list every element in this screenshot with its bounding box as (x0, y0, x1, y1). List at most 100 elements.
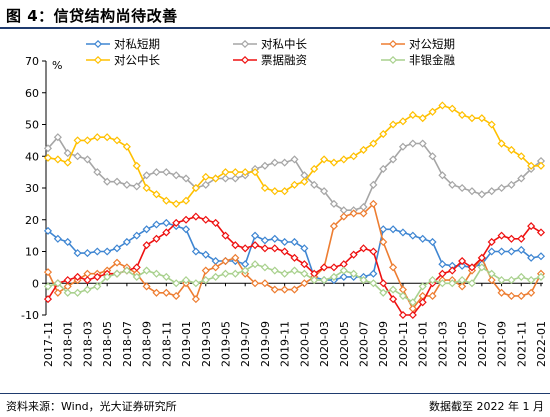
data-point (73, 272, 82, 281)
data-point (507, 145, 516, 154)
data-point (527, 161, 536, 170)
data-point (349, 152, 358, 161)
data-point (418, 298, 427, 307)
y-axis-unit: % (52, 59, 62, 72)
data-point (497, 139, 506, 148)
data-point (349, 209, 358, 218)
data-point (181, 196, 191, 205)
data-point (418, 139, 427, 148)
x-tick-label: 2021-01 (417, 321, 430, 367)
data-point (467, 263, 477, 272)
data-point (290, 266, 299, 275)
y-tick-label: 30 (25, 182, 39, 195)
data-point (527, 253, 536, 262)
data-point (517, 291, 526, 300)
data-point (398, 142, 408, 151)
x-tick-label: 2018-09 (141, 321, 154, 367)
data-point (398, 291, 408, 300)
data-point (507, 291, 516, 300)
data-point (310, 180, 319, 189)
data-point (251, 241, 260, 250)
data-point (339, 266, 348, 275)
legend-label: 票据融资 (261, 53, 307, 67)
data-point (507, 180, 516, 189)
data-point (201, 172, 210, 181)
data-point (428, 276, 437, 285)
data-point (152, 288, 161, 297)
data-point (389, 155, 398, 164)
data-point (211, 272, 220, 281)
x-tick-label: 2020-09 (377, 321, 390, 367)
data-point (428, 107, 437, 116)
legend-entry: 对公中长 (86, 53, 160, 67)
data-point (458, 110, 467, 120)
title-rule (0, 27, 550, 29)
data-point (191, 279, 200, 288)
data-point (162, 288, 171, 297)
data-point (310, 276, 319, 285)
data-point (517, 174, 526, 183)
x-tick-label: 2019-01 (180, 321, 193, 367)
data-point (497, 231, 506, 240)
data-point (260, 236, 269, 245)
data-point (251, 279, 260, 288)
data-point (53, 234, 62, 243)
data-point (497, 183, 506, 193)
data-point (369, 139, 378, 148)
x-tick-label: 2018-03 (81, 321, 94, 367)
x-tick-label: 2021-03 (436, 321, 449, 367)
data-point (458, 256, 467, 266)
data-point (536, 228, 546, 237)
data-point (152, 234, 161, 243)
series-2 (43, 133, 546, 215)
data-point (408, 231, 417, 240)
data-point (359, 244, 368, 253)
y-tick-label: 10 (25, 246, 39, 259)
data-point (349, 269, 358, 278)
data-point (251, 168, 260, 177)
data-point (270, 266, 279, 275)
data-point (300, 269, 309, 278)
data-point (211, 263, 220, 272)
data-point (280, 285, 289, 294)
data-point (221, 168, 230, 177)
data-point (517, 272, 526, 281)
data-point (63, 149, 72, 158)
data-point (527, 276, 536, 285)
data-point (310, 164, 319, 173)
y-tick-label: 20 (25, 214, 39, 227)
data-point (201, 250, 210, 259)
data-point (477, 190, 486, 199)
data-point (221, 269, 230, 278)
y-tick-label: 40 (25, 150, 39, 163)
x-tick-label: 2019-07 (239, 321, 252, 367)
legend-swatch-marker (93, 39, 103, 49)
y-tick-label: -10 (21, 309, 39, 322)
data-point (329, 158, 338, 167)
data-point (438, 269, 447, 278)
data-point (132, 272, 141, 281)
data-point (172, 279, 181, 288)
data-point (517, 245, 526, 254)
data-point (83, 249, 92, 258)
data-point (438, 171, 447, 180)
data-point (379, 279, 388, 288)
data-point (369, 279, 378, 288)
legend-entry: 对私短期 (86, 37, 160, 51)
data-point (211, 218, 220, 227)
data-point (408, 139, 417, 148)
data-point (280, 247, 289, 256)
data-point (142, 225, 151, 234)
data-point (270, 158, 279, 167)
data-point (152, 220, 161, 229)
data-point (260, 263, 269, 272)
data-point (428, 291, 437, 300)
data-point (487, 247, 496, 256)
y-tick-label: 50 (25, 119, 39, 132)
data-point (290, 253, 299, 262)
data-point (536, 272, 546, 281)
data-point (103, 177, 112, 186)
data-point (507, 276, 516, 285)
data-point (83, 136, 92, 145)
data-point (260, 183, 269, 193)
